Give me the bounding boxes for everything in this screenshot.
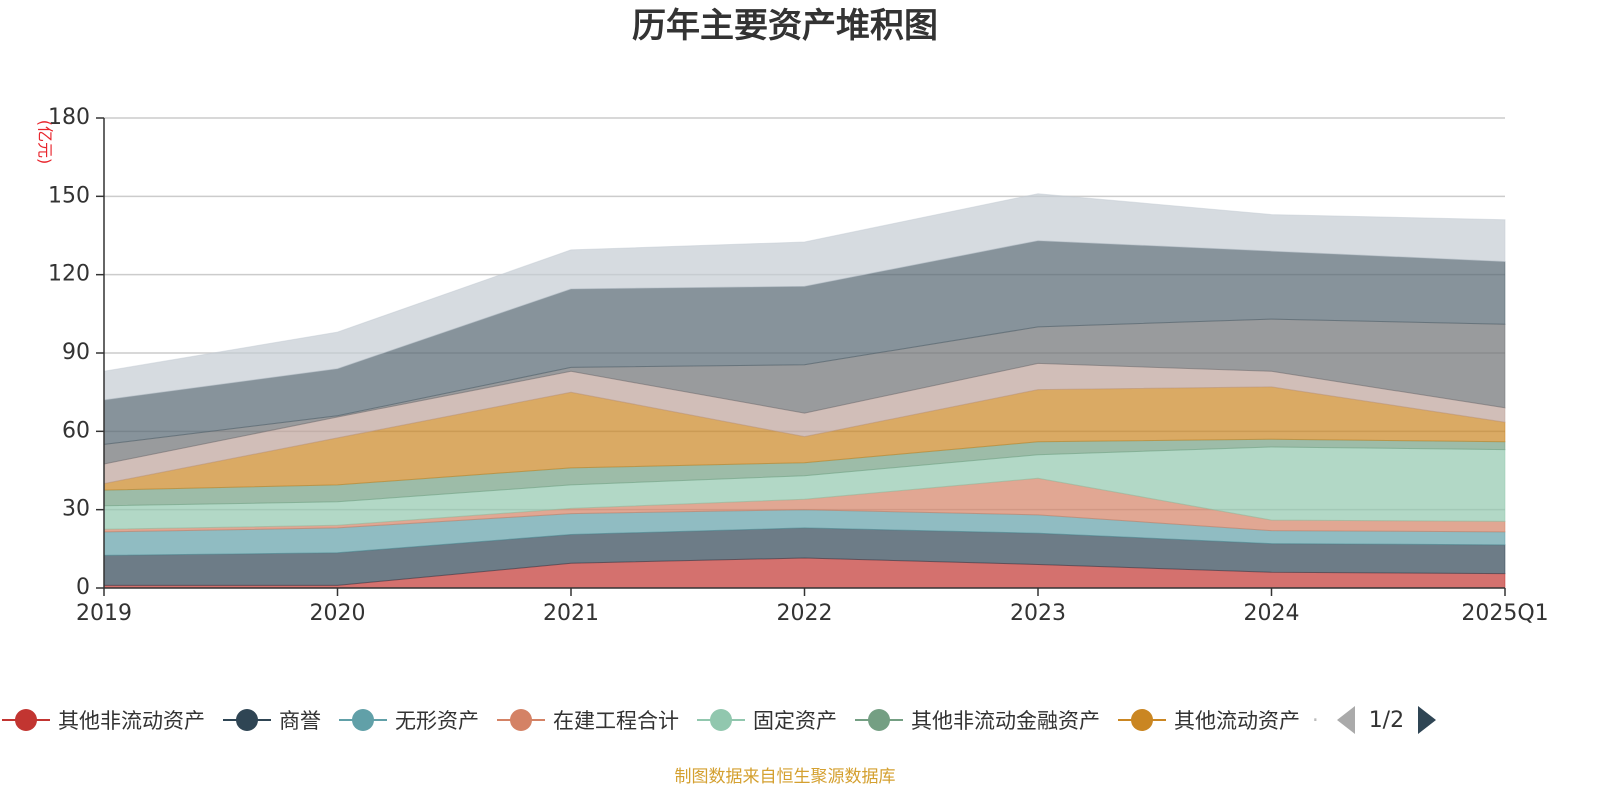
legend-item[interactable]: 在建工程合计 (497, 705, 679, 735)
legend-marker-icon (2, 708, 50, 732)
legend-item[interactable]: 其他非流动金融资产 (855, 705, 1100, 735)
legend-marker-icon (339, 708, 387, 732)
legend-marker-icon (223, 708, 271, 732)
x-tick-label: 2023 (1010, 601, 1066, 626)
x-tick-label: 2020 (310, 601, 366, 626)
x-tick-label: 2021 (543, 601, 599, 626)
legend-marker-icon (855, 708, 903, 732)
legend-marker-icon (697, 708, 745, 732)
y-tick-label: 0 (76, 575, 90, 600)
legend-ellipsis: · (1312, 708, 1319, 732)
y-tick-label: 180 (48, 105, 90, 130)
area-series-group (103, 193, 1506, 589)
y-tick-label: 90 (62, 340, 90, 365)
x-tick-label: 2025Q1 (1461, 601, 1548, 626)
legend-label: 其他流动资产 (1174, 709, 1300, 733)
legend-next-page-icon[interactable] (1418, 706, 1437, 734)
legend-pager: 1/2 (1336, 706, 1437, 734)
legend-label: 其他非流动金融资产 (911, 709, 1100, 733)
y-tick-label: 150 (48, 183, 90, 208)
y-tick-label: 120 (48, 262, 90, 287)
legend-item[interactable]: 其他非流动资产 (2, 705, 205, 735)
legend-item[interactable]: 商誉 (223, 705, 321, 735)
legend-marker-icon (1118, 708, 1166, 732)
legend-prev-page-icon[interactable] (1336, 706, 1355, 734)
stacked-area-chart: 0 30 60 90 120 150 180 2019 2020 2021 2022 2023 2024… (36, 105, 1549, 626)
legend-label: 其他非流动资产 (58, 709, 205, 733)
chart-title: 历年主要资产堆积图 (632, 6, 938, 46)
x-tick-label: 2024 (1244, 601, 1300, 626)
y-axis-unit-label: (亿元) (36, 120, 55, 165)
legend: 其他非流动资产 商誉 无形资产 在建工程合计 固定资产 其他非流动金融资产 其他流动资产 · … (0, 700, 1600, 740)
axes: 0 30 60 90 120 150 180 2019 2020 2021 2022 2023 2024… (48, 105, 1549, 626)
legend-marker-icon (497, 708, 545, 732)
legend-page-indicator: 1/2 (1368, 707, 1405, 733)
legend-label: 商誉 (279, 709, 321, 733)
legend-item[interactable]: 固定资产 (697, 705, 837, 735)
y-tick-label: 30 (62, 497, 90, 522)
legend-label: 在建工程合计 (553, 709, 679, 733)
x-tick-label: 2019 (76, 601, 132, 626)
legend-label: 无形资产 (395, 709, 479, 733)
legend-item[interactable]: 无形资产 (339, 705, 479, 735)
source-note: 制图数据来自恒生聚源数据库 (674, 767, 896, 787)
x-tick-label: 2022 (777, 601, 833, 626)
y-tick-label: 60 (62, 418, 90, 443)
legend-label: 固定资产 (753, 709, 837, 733)
legend-item[interactable]: 其他流动资产 (1118, 705, 1300, 735)
area-series-11 (103, 193, 1506, 401)
